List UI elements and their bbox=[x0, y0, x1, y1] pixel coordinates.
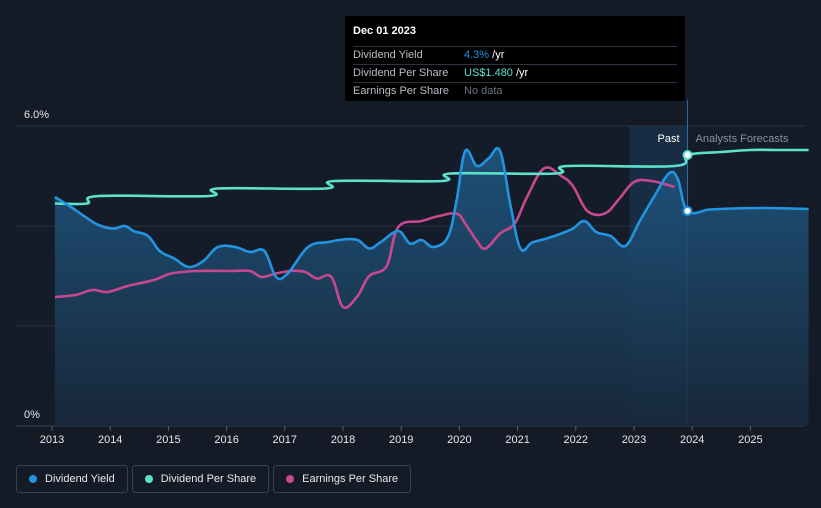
legend-label: Dividend Yield bbox=[45, 473, 115, 485]
x-tick-label: 2021 bbox=[505, 434, 529, 446]
series-line-dividend-per-share bbox=[54, 148, 809, 206]
y-axis-label-bottom: 0% bbox=[24, 409, 40, 421]
tooltip-label: Dividend Yield bbox=[353, 49, 423, 61]
tooltip-row-earnings-per-share: Earnings Per Share No data bbox=[353, 83, 677, 100]
x-tick-label: 2015 bbox=[156, 434, 180, 446]
tooltip-unit: /yr bbox=[512, 67, 529, 79]
x-tick-label: 2017 bbox=[273, 434, 297, 446]
y-axis-label-top: 6.0% bbox=[24, 109, 49, 121]
tooltip-number: 4.3% bbox=[464, 49, 490, 61]
chart-legend: Dividend Yield Dividend Per Share Earnin… bbox=[16, 465, 412, 493]
marker-dividend-per-share bbox=[682, 150, 693, 160]
x-tick-label: 2020 bbox=[447, 434, 471, 446]
forecast-label: Analysts Forecasts bbox=[696, 133, 789, 145]
legend-dot-icon bbox=[29, 475, 37, 483]
legend-dot-icon bbox=[144, 475, 153, 483]
x-tick-label: 2024 bbox=[680, 434, 704, 446]
x-tick-label: 2016 bbox=[214, 434, 238, 446]
legend-item-earnings-per-share[interactable]: Earnings Per Share bbox=[273, 465, 412, 493]
legend-label: Earnings Per Share bbox=[302, 473, 399, 485]
tooltip-row-dividend-yield: Dividend Yield 4.3% /yr bbox=[353, 47, 677, 65]
tooltip-date: Dec 01 2023 bbox=[353, 24, 677, 47]
tooltip-number: US$1.480 bbox=[464, 67, 513, 79]
tooltip-value: No data bbox=[464, 85, 503, 97]
x-tick-label: 2014 bbox=[98, 434, 122, 446]
legend-item-dividend-yield[interactable]: Dividend Yield bbox=[16, 465, 128, 493]
tooltip-value: 4.3% /yr bbox=[464, 47, 504, 64]
marker-dividend-yield bbox=[682, 206, 693, 216]
x-tick-label: 2022 bbox=[564, 434, 588, 446]
chart-tooltip: Dec 01 2023 Dividend Yield 4.3% /yr Divi… bbox=[345, 16, 685, 101]
legend-dot-icon bbox=[286, 475, 295, 483]
legend-label: Dividend Per Share bbox=[160, 473, 257, 485]
tooltip-label: Dividend Per Share bbox=[353, 67, 449, 79]
tooltip-label: Earnings Per Share bbox=[353, 85, 449, 97]
x-tick-label: 2025 bbox=[738, 434, 762, 446]
tooltip-value: US$1.480 /yr bbox=[464, 65, 528, 82]
x-tick-label: 2013 bbox=[40, 434, 64, 446]
dividend-yield-area bbox=[54, 148, 809, 426]
series-line-earnings-per-share bbox=[54, 166, 676, 310]
tooltip-row-dividend-per-share: Dividend Per Share US$1.480 /yr bbox=[353, 65, 677, 83]
tooltip-unit: /yr bbox=[489, 49, 505, 61]
past-label: Past bbox=[658, 133, 680, 145]
x-tick-label: 2018 bbox=[331, 434, 355, 446]
x-tick-label: 2019 bbox=[389, 434, 413, 446]
x-tick-label: 2023 bbox=[622, 434, 646, 446]
series-line-dividend-yield bbox=[54, 146, 809, 281]
legend-item-dividend-per-share[interactable]: Dividend Per Share bbox=[131, 465, 270, 493]
